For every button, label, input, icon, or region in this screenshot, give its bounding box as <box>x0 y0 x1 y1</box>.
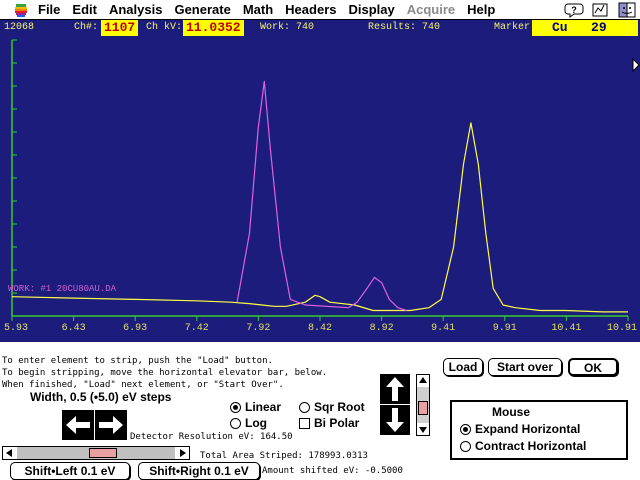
radio-selected-icon <box>230 401 241 413</box>
vertical-scale-scrollbar[interactable] <box>416 374 430 436</box>
contract-horizontal-label: Contract Horizontal <box>475 439 587 453</box>
scroll-down-icon[interactable] <box>417 424 429 435</box>
scroll-left-icon[interactable] <box>3 447 16 459</box>
spectrum-line <box>11 122 628 313</box>
mouse-group-title: Mouse <box>492 405 531 419</box>
x-tick-label: 9.41 <box>431 323 456 334</box>
marker-label: Marker: <box>494 22 537 33</box>
shift-right-button[interactable]: Shift•Right 0.1 eV <box>138 462 260 480</box>
scale-log-label: Log <box>245 416 267 430</box>
load-button[interactable]: Load <box>443 358 483 376</box>
work-readout: Work: 740 <box>260 22 315 33</box>
narrow-left-button[interactable] <box>62 410 94 440</box>
radio-empty-icon <box>299 401 310 413</box>
channel-value: 1107 <box>101 20 139 36</box>
x-tick-label: 10.41 <box>551 323 582 334</box>
cursor-arrow-icon <box>632 58 640 72</box>
scroll-up-icon[interactable] <box>417 375 429 386</box>
start-over-button[interactable]: Start over <box>488 358 562 376</box>
total-area-striped: Total Area Striped: 178993.0313 <box>200 451 368 461</box>
scale-up-button[interactable] <box>380 374 410 404</box>
scale-log-radio[interactable]: Log <box>230 416 267 430</box>
checkbox-empty-icon <box>299 417 310 429</box>
x-tick-label: 7.92 <box>246 323 271 334</box>
scrollbar-thumb[interactable] <box>418 401 428 415</box>
x-tick-label: 9.91 <box>492 323 517 334</box>
scrollbar-thumb[interactable] <box>88 448 117 458</box>
instruction-line: When finished, "Load" next element, or "… <box>2 380 284 390</box>
left-arrow-icon <box>66 416 90 434</box>
application-icon[interactable] <box>590 1 612 19</box>
widen-right-button[interactable] <box>95 410 127 440</box>
x-tick-label: 6.93 <box>123 323 148 334</box>
width-step-label: Width, 0.5 (•5.0) eV steps <box>30 390 172 404</box>
menu-help[interactable]: Help <box>467 2 496 17</box>
series-layer <box>11 80 628 313</box>
mouse-mode-group: Mouse Expand Horizontal Contract Horizon… <box>450 400 628 460</box>
channel-label: Ch#: <box>74 22 99 33</box>
contract-horizontal-radio[interactable]: Contract Horizontal <box>460 439 586 453</box>
x-ticks <box>11 316 629 321</box>
radio-empty-icon <box>230 417 241 429</box>
y-ticks <box>12 39 17 317</box>
x-tick-label: 8.42 <box>307 323 333 334</box>
counts-readout: 12068 <box>4 22 35 33</box>
detector-resolution: Detector Resolution eV: 164.50 <box>130 432 293 442</box>
marker-element: Cu <box>552 20 568 35</box>
kv-value: 11.0352 <box>183 20 244 36</box>
x-tick-label: 5.93 <box>3 323 29 334</box>
spectrum-chart[interactable] <box>0 20 640 342</box>
down-arrow-icon <box>386 408 404 432</box>
x-tick-label: 7.42 <box>184 323 209 334</box>
svg-text:?: ? <box>571 5 577 15</box>
scale-linear-radio[interactable]: Linear <box>230 400 281 414</box>
scale-linear-label: Linear <box>245 400 282 414</box>
strip-peak-line <box>236 80 407 312</box>
marker-element-box[interactable]: Cu 29 <box>532 20 638 36</box>
radio-selected-icon <box>460 423 471 435</box>
menu-headers[interactable]: Headers <box>285 2 337 17</box>
expand-horizontal-radio[interactable]: Expand Horizontal <box>460 422 580 436</box>
bipolar-label: Bi Polar <box>314 416 360 430</box>
bipolar-checkbox[interactable]: Bi Polar <box>299 416 359 430</box>
scale-sqrroot-label: Sqr Root <box>314 400 365 414</box>
menu-analysis[interactable]: Analysis <box>108 2 163 17</box>
radio-empty-icon <box>460 440 471 452</box>
menu-edit[interactable]: Edit <box>72 2 97 17</box>
results-readout: Results: 740 <box>368 22 441 33</box>
scroll-right-icon[interactable] <box>176 447 189 459</box>
right-arrow-icon <box>99 416 123 434</box>
instruction-line: To enter element to strip, push the "Loa… <box>2 356 273 366</box>
scale-down-button[interactable] <box>380 405 410 435</box>
menu-file[interactable]: File <box>38 2 61 17</box>
up-arrow-icon <box>386 377 404 401</box>
x-tick-label: 6.43 <box>61 323 86 334</box>
scale-sqrroot-radio[interactable]: Sqr Root <box>299 400 365 414</box>
amount-shifted: Amount shifted eV: -0.5000 <box>262 466 403 476</box>
strip-control-panel: To enter element to strip, push the "Loa… <box>0 342 640 480</box>
finder-icon[interactable] <box>616 1 638 19</box>
kv-label: Ch kV: <box>146 22 183 33</box>
ok-button[interactable]: OK <box>568 358 618 376</box>
apple-icon[interactable] <box>10 1 32 19</box>
menu-bar: File Edit Analysis Generate Math Headers… <box>0 0 640 20</box>
marker-number: 29 <box>591 20 607 35</box>
instruction-line: To begin stripping, move the horizontal … <box>2 368 328 378</box>
expand-horizontal-label: Expand Horizontal <box>475 422 581 436</box>
shift-left-button[interactable]: Shift•Left 0.1 eV <box>10 462 130 480</box>
spectrum-plot[interactable]: 12068 Ch#: 1107 Ch kV: 11.0352 Work: 740… <box>0 20 640 342</box>
menu-math[interactable]: Math <box>242 2 274 17</box>
x-tick-label: 8.92 <box>369 323 394 334</box>
strip-elevator-scrollbar[interactable] <box>2 446 190 460</box>
help-balloon-icon[interactable]: ? <box>564 1 586 19</box>
menu-display[interactable]: Display <box>348 2 395 17</box>
x-tick-label: 10.91 <box>606 323 638 334</box>
menu-generate[interactable]: Generate <box>174 2 231 17</box>
work-file-label: WORK: #1 20CU80AU.DA <box>8 284 117 294</box>
menu-acquire: Acquire <box>406 2 456 17</box>
